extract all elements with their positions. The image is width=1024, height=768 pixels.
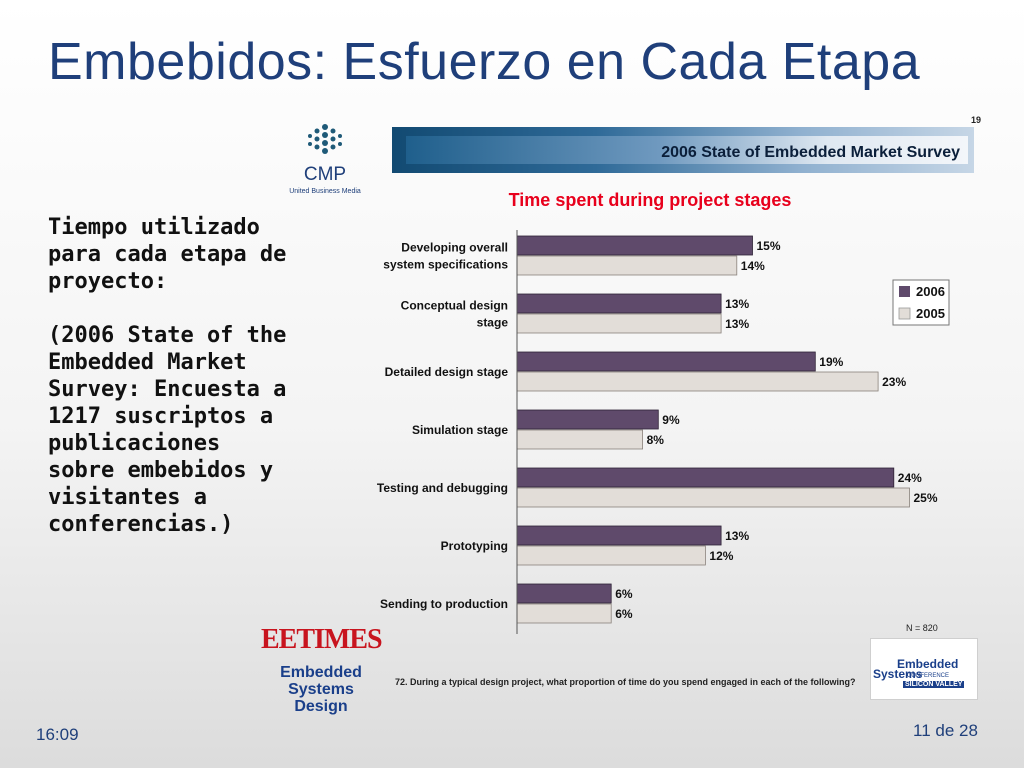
- body-line: visitantes a: [48, 485, 207, 510]
- bar-2005-5: [516, 545, 706, 566]
- category-label-4: Testing and debugging: [377, 481, 508, 495]
- category-label-0: system specifications: [383, 258, 508, 272]
- footer-page-number: 11 de 28: [913, 721, 978, 740]
- data-label-2005-3: 8%: [647, 433, 665, 447]
- esc-logo-line1: Embedded: [897, 657, 959, 671]
- category-label-0: Developing overall: [401, 241, 508, 255]
- body-line: publicaciones: [48, 431, 221, 456]
- body-line: para cada etapa de: [48, 242, 287, 267]
- body-line: 1217 suscriptos a: [48, 404, 274, 429]
- chart-legend: 2006 2005: [892, 279, 950, 326]
- data-label-2006-3: 9%: [662, 413, 680, 427]
- data-label-2006-6: 6%: [615, 587, 633, 601]
- cmp-logo: CMP United Business Media: [280, 120, 370, 202]
- body-paragraph-2: (2006 State of the Embedded Market Surve…: [48, 322, 313, 538]
- body-line: Survey: Encuesta a: [48, 377, 287, 402]
- esc-logo-line3: CONFERENCE: [907, 673, 950, 679]
- body-paragraph-1: Tiempo utilizado para cada etapa de proy…: [48, 214, 313, 295]
- body-text: Tiempo utilizado para cada etapa de proy…: [48, 214, 313, 538]
- body-line: proyecto:: [48, 269, 168, 294]
- data-label-2005-2: 23%: [882, 375, 906, 389]
- esd-logo-line2: Systems Design: [288, 681, 354, 715]
- body-line: Embedded Market: [48, 350, 247, 375]
- bar-2005-2: [516, 371, 879, 392]
- legend-swatch-2006: [899, 286, 910, 297]
- slide-title: Embebidos: Esfuerzo en Cada Etapa: [48, 33, 921, 91]
- footer-time: 16:09: [36, 725, 79, 744]
- bar-2005-0: [516, 255, 738, 276]
- body-line: sobre embebidos y: [48, 458, 274, 483]
- bar-2006-5: [516, 525, 722, 546]
- embedded-systems-design-logo: Embedded Systems Design: [262, 664, 380, 715]
- data-label-2006-5: 13%: [725, 529, 749, 543]
- bar-2005-3: [516, 429, 643, 450]
- cmp-logo-mark-icon: [308, 124, 342, 154]
- chart-title: Time spent during project stages: [509, 190, 792, 210]
- category-label-1: Conceptual design: [401, 299, 508, 313]
- category-label-1: stage: [477, 316, 509, 330]
- esd-logo-line1: Embedded: [280, 664, 362, 681]
- bar-2006-4: [516, 467, 895, 488]
- category-label-2: Detailed design stage: [385, 365, 509, 379]
- cmp-logo-name: CMP: [303, 164, 347, 185]
- data-label-2005-4: 25%: [914, 491, 938, 505]
- bar-2005-6: [516, 603, 612, 624]
- bar-chart: Time spent during project stages 15% 14% D…: [377, 190, 950, 634]
- data-label-2005-0: 14%: [741, 259, 765, 273]
- bar-2006-2: [516, 351, 816, 372]
- bar-2005-1: [516, 313, 722, 334]
- category-label-3: Simulation stage: [412, 423, 508, 437]
- category-label-5: Prototyping: [441, 539, 508, 553]
- eetimes-logo: EETIMES: [261, 624, 383, 655]
- legend-label-2005: 2005: [916, 306, 945, 321]
- body-line: Tiempo utilizado: [48, 215, 260, 240]
- bar-2005-4: [516, 487, 910, 508]
- legend-swatch-2005: [898, 307, 911, 320]
- data-label-2005-6: 6%: [615, 607, 633, 621]
- survey-banner-text: 2006 State of Embedded Market Survey: [661, 144, 960, 161]
- esc-logo-line4: SILICON VALLEY: [903, 681, 965, 688]
- bar-2006-0: [516, 235, 753, 256]
- body-line: (2006 State of the: [48, 323, 287, 348]
- esc-conference-logo: Embedded Systems CONFERENCE SILICON VALL…: [870, 638, 978, 700]
- data-label-2006-0: 15%: [757, 239, 781, 253]
- bar-2006-6: [516, 583, 612, 604]
- category-label-6: Sending to production: [380, 597, 508, 611]
- data-label-2005-5: 12%: [709, 549, 733, 563]
- data-label-2006-2: 19%: [819, 355, 843, 369]
- bar-2006-1: [516, 293, 722, 314]
- sample-size-label: N = 820: [906, 623, 938, 633]
- bar-2006-3: [516, 409, 659, 430]
- data-label-2006-4: 24%: [898, 471, 922, 485]
- survey-banner: 2006 State of Embedded Market Survey: [392, 127, 974, 173]
- esc-logo-line2: Systems: [873, 667, 923, 681]
- data-label-2006-1: 13%: [725, 297, 749, 311]
- cmp-logo-subtitle: United Business Media: [289, 188, 361, 195]
- body-line: conferencias.): [48, 512, 234, 537]
- legend-label-2006: 2006: [916, 284, 945, 299]
- data-label-2005-1: 13%: [725, 317, 749, 331]
- figure-page-number: 19: [971, 115, 982, 125]
- survey-question-footnote: 72. During a typical design project, wha…: [395, 677, 856, 687]
